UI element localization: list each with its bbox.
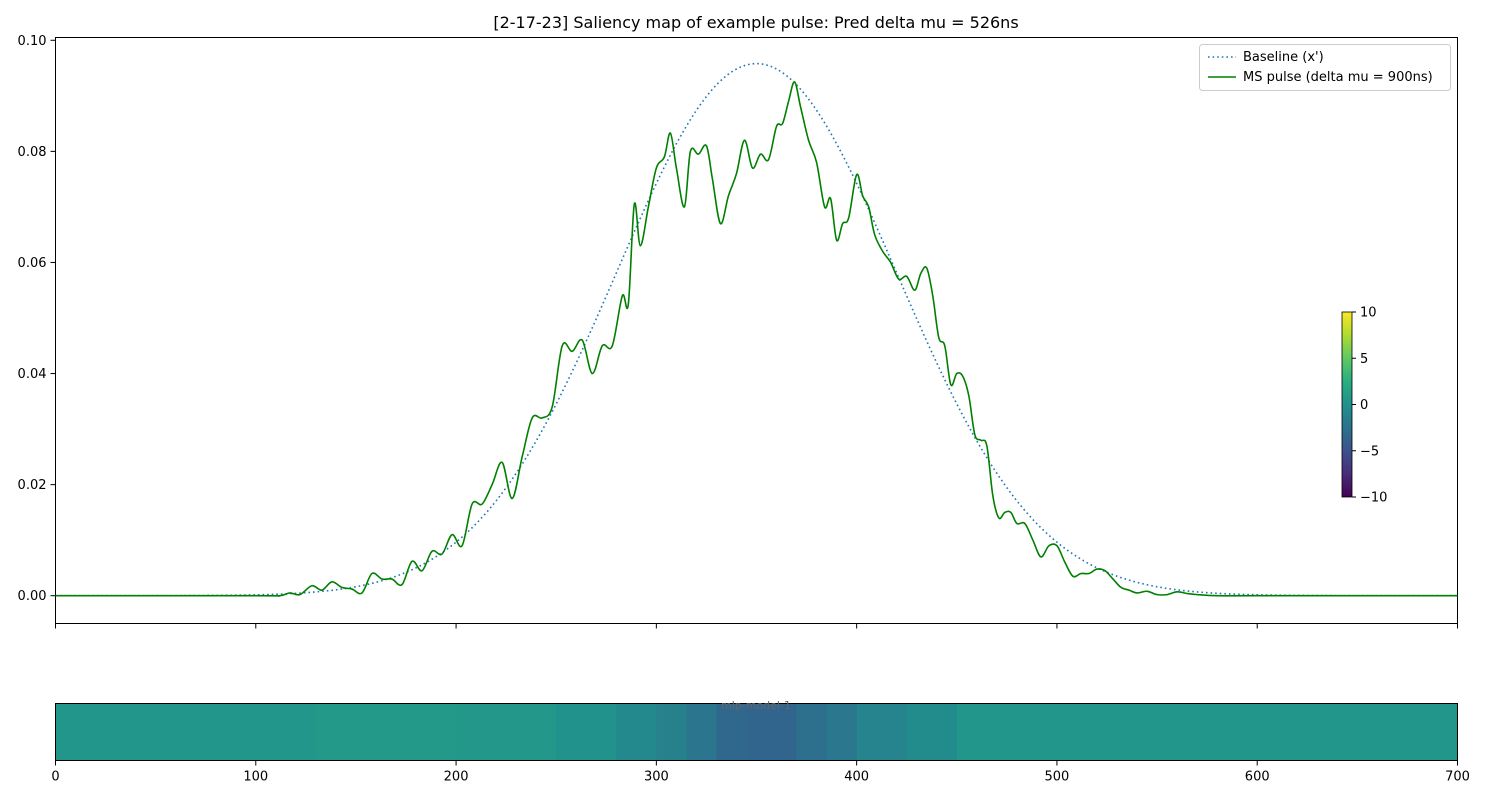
x-tick-label: 100 xyxy=(243,770,268,785)
x-tick-label: 600 xyxy=(1245,770,1270,785)
colorbar-tick-label: 0 xyxy=(1360,398,1368,413)
heatmap-cell xyxy=(686,703,717,761)
x-axis-main xyxy=(55,623,1458,629)
saliency-heatmap: mlp-model-1 0 100 200 300 400 500 600 700 xyxy=(51,699,1470,785)
heatmap-cell xyxy=(906,703,958,761)
main-plot: 0.00 0.02 0.04 0.06 0.08 0.10 xyxy=(18,34,1458,629)
heatmap-cell xyxy=(55,703,317,761)
colorbar-tick-label: −5 xyxy=(1360,444,1379,459)
y-tick-label: 0.06 xyxy=(18,256,47,271)
x-axis-heatmap: 0 100 200 300 400 500 600 700 xyxy=(51,760,1470,785)
colorbar-gradient xyxy=(1341,311,1353,498)
y-axis: 0.00 0.02 0.04 0.06 0.08 0.10 xyxy=(18,34,56,604)
y-tick-label: 0.02 xyxy=(18,478,47,493)
y-tick-label: 0.00 xyxy=(18,589,47,604)
legend-frame xyxy=(1199,44,1451,91)
y-tick-label: 0.08 xyxy=(18,145,47,160)
heatmap-cell xyxy=(456,703,557,761)
colorbar-ticks: 10 5 0 −5 −10 xyxy=(1352,306,1387,506)
heatmap-cell xyxy=(746,703,798,761)
x-tick-label: 400 xyxy=(844,770,869,785)
heatmap-cell xyxy=(956,703,1458,761)
colorbar: 10 5 0 −5 −10 xyxy=(1341,306,1387,506)
heatmap-cell xyxy=(716,703,747,761)
x-tick-label: 500 xyxy=(1045,770,1070,785)
heatmap-cell xyxy=(796,703,828,761)
heatmap-cell xyxy=(856,703,908,761)
heatmap-cells xyxy=(55,703,1458,761)
x-tick-label: 700 xyxy=(1445,770,1470,785)
heatmap-cell xyxy=(656,703,687,761)
x-tick-label: 200 xyxy=(444,770,469,785)
series-baseline-line xyxy=(55,62,1458,597)
heatmap-cell xyxy=(616,703,657,761)
heatmap-label: mlp-model-1 xyxy=(721,699,791,712)
colorbar-tick-label: 5 xyxy=(1360,352,1368,367)
heatmap-cell xyxy=(556,703,617,761)
colorbar-tick-label: 10 xyxy=(1360,306,1377,321)
heatmap-cell xyxy=(826,703,858,761)
y-tick-label: 0.10 xyxy=(18,34,47,49)
legend-label-baseline: Baseline (x') xyxy=(1243,50,1324,65)
series-ms-pulse-line xyxy=(55,81,1458,597)
chart-title: [2-17-23] Saliency map of example pulse:… xyxy=(493,13,1018,32)
x-tick-label: 300 xyxy=(644,770,669,785)
legend-label-ms-pulse: MS pulse (delta mu = 900ns) xyxy=(1243,70,1433,85)
x-tick-label: 0 xyxy=(51,770,59,785)
heatmap-frame xyxy=(55,703,1458,761)
legend: Baseline (x') MS pulse (delta mu = 900ns… xyxy=(1199,44,1451,91)
heatmap-cell xyxy=(315,703,457,761)
colorbar-tick-label: −10 xyxy=(1360,491,1387,506)
main-plot-frame xyxy=(55,37,1458,624)
y-tick-label: 0.04 xyxy=(18,367,47,382)
